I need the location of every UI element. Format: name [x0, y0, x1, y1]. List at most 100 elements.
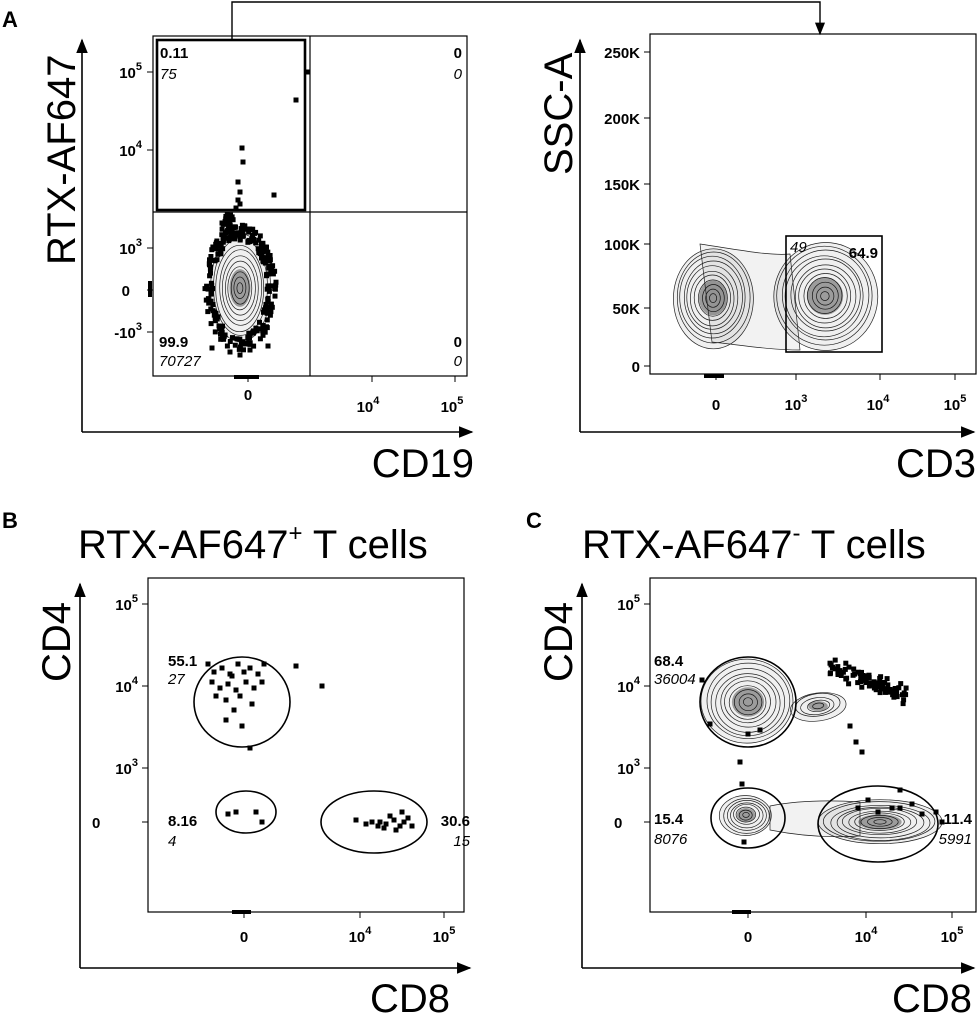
event-dot — [708, 374, 712, 378]
event-dot — [858, 677, 864, 683]
event-dot — [214, 257, 220, 263]
contour-level — [700, 658, 794, 744]
y-tick-label: 200K — [604, 111, 640, 128]
event-dot — [227, 339, 233, 344]
event-dot — [866, 683, 872, 689]
event-dot — [264, 317, 270, 323]
y-tick-label: 100K — [604, 237, 640, 254]
event-dot — [832, 666, 838, 672]
event-dot — [218, 251, 224, 257]
x-tick-label: 104 — [855, 925, 879, 946]
event-dot — [257, 336, 263, 342]
event-dot — [269, 304, 275, 310]
event-dot — [226, 236, 232, 242]
event-dot — [844, 675, 850, 681]
event-dot — [209, 679, 215, 685]
event-dot — [205, 661, 211, 667]
x-tick-label: 0 — [712, 397, 720, 414]
event-dots-a1 — [148, 69, 310, 379]
event-dot — [401, 819, 407, 825]
quadrant-ll-count: 70727 — [159, 353, 201, 370]
contour-level — [820, 291, 830, 301]
event-dot — [238, 910, 242, 914]
event-dot — [212, 329, 218, 335]
event-dot — [267, 255, 273, 261]
event-dot — [890, 692, 896, 698]
event-dot — [237, 201, 243, 207]
event-dot — [741, 839, 747, 845]
gate-percent: 64.9 — [849, 245, 878, 262]
plot-frame — [147, 577, 465, 913]
event-dot — [846, 681, 852, 687]
y-tick-label: 0 — [614, 815, 622, 832]
x-ticks: 0 103 104 105 — [712, 374, 966, 414]
event-dot — [253, 325, 259, 331]
event-dot — [263, 244, 269, 250]
x-ticks: 0 104 105 — [244, 376, 464, 416]
event-dot — [230, 217, 236, 223]
event-dot — [246, 375, 250, 379]
plot-title: RTX-AF647- T cells — [582, 520, 926, 567]
event-dot — [253, 809, 259, 815]
contour-core — [731, 687, 765, 717]
event-dot — [210, 244, 216, 250]
event-dot — [219, 665, 225, 671]
y-tick-label: 103 — [115, 757, 138, 778]
event-dot — [271, 192, 277, 198]
y-ticks: 250K 200K 150K 100K 50K 0 — [604, 45, 650, 376]
event-dot — [207, 257, 212, 263]
x-tick-label: 0 — [744, 929, 752, 946]
y-tick-label: 50K — [612, 301, 640, 318]
event-dot — [862, 677, 868, 683]
event-dot — [859, 749, 865, 755]
x-axis-title: CD19 — [372, 442, 474, 486]
plot-frame — [649, 33, 977, 375]
gate-count: 49 — [790, 239, 807, 256]
contour-level — [227, 266, 253, 311]
contour-level — [738, 693, 758, 712]
gate-cd8-percent: 30.6 — [441, 813, 470, 830]
event-dot — [846, 664, 852, 670]
event-dot — [213, 246, 219, 252]
event-dot — [855, 680, 861, 686]
event-dot — [842, 666, 848, 672]
event-dot — [267, 312, 273, 318]
event-dot — [737, 759, 743, 765]
event-dot — [240, 233, 246, 239]
contour-level — [867, 817, 893, 827]
x-tick-label: 105 — [441, 395, 464, 416]
contour-level — [773, 242, 879, 351]
contour-core — [858, 814, 902, 830]
event-dot — [745, 731, 751, 737]
gate-cd4-percent: 68.4 — [654, 653, 684, 670]
event-dot — [209, 345, 215, 351]
event-dot — [225, 681, 231, 687]
contour-level — [800, 697, 835, 716]
event-dot — [261, 309, 266, 315]
event-dot — [224, 343, 230, 349]
x-ticks: 0 104 105 — [744, 912, 963, 946]
event-dot — [909, 801, 915, 807]
event-dot — [242, 341, 248, 347]
population-contour-a2 — [673, 242, 879, 351]
event-dot — [405, 815, 411, 821]
event-dot — [240, 375, 244, 379]
contour-core — [736, 808, 756, 822]
event-dot — [268, 301, 274, 307]
event-dot — [224, 212, 230, 217]
event-dot — [393, 827, 399, 833]
panel-b: B RTX-AF647+ T cells CD4 CD8 105 104 103… — [2, 508, 472, 1016]
event-dot — [247, 665, 253, 671]
event-dot — [889, 805, 895, 811]
event-dot — [259, 255, 264, 261]
contour-level — [709, 293, 718, 303]
event-dot — [835, 672, 841, 677]
y-tick-label: 105 — [617, 593, 640, 614]
event-dot — [260, 243, 266, 249]
event-dot — [233, 230, 239, 236]
event-dot — [892, 688, 898, 694]
contour-level — [215, 244, 265, 333]
event-dot — [272, 293, 278, 299]
y-tick-label: 103 — [617, 757, 640, 778]
contour-level — [698, 279, 728, 317]
